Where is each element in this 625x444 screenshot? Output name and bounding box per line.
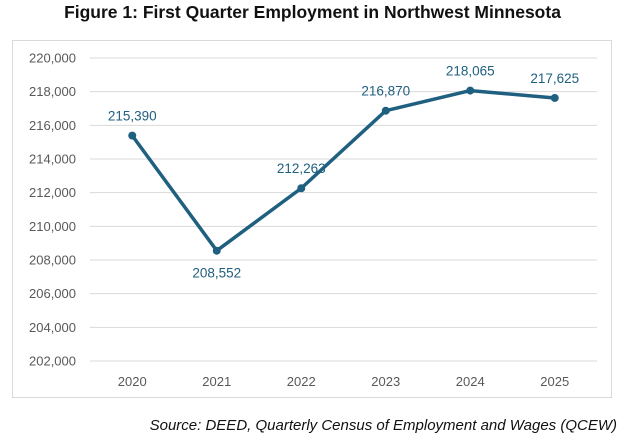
x-tick-label: 2023 <box>371 374 400 389</box>
y-tick-label: 214,000 <box>29 152 76 167</box>
x-tick-label: 2024 <box>456 374 485 389</box>
series-line <box>130 88 557 253</box>
data-label: 215,390 <box>108 109 157 124</box>
series-line-path <box>130 88 557 253</box>
data-point <box>212 246 221 255</box>
line-chart: 202,000 204,000 206,000 208,000 210,000 212,0… <box>29 51 597 389</box>
data-label: 217,625 <box>530 71 579 86</box>
y-tick-label: 208,000 <box>29 253 76 268</box>
chart-title: Figure 1: First Quarter Employment in No… <box>64 2 561 22</box>
y-tick-label: 212,000 <box>29 185 76 200</box>
x-axis-ticks: 2020 2021 2022 2023 2024 2025 <box>118 374 569 389</box>
chart-area: 202,000 204,000 206,000 208,000 210,000 212,0… <box>12 40 612 398</box>
x-tick-label: 2020 <box>118 374 147 389</box>
gridlines <box>90 57 597 362</box>
data-label: 218,065 <box>446 64 495 79</box>
data-labels: 215,390 208,552 212,263 216,870 218,065 217,6… <box>108 64 579 281</box>
data-point <box>550 93 559 102</box>
x-tick-label: 2025 <box>540 374 569 389</box>
series-points <box>128 86 559 255</box>
y-tick-label: 216,000 <box>29 118 76 133</box>
y-tick-label: 220,000 <box>29 51 76 66</box>
y-axis-ticks: 202,000 204,000 206,000 208,000 210,000 212,0… <box>29 51 76 369</box>
data-label: 212,263 <box>277 161 326 176</box>
source-note: Source: DEED, Quarterly Census of Employ… <box>149 417 617 434</box>
y-tick-label: 210,000 <box>29 219 76 234</box>
y-tick-label: 218,000 <box>29 84 76 99</box>
data-point <box>297 184 306 193</box>
data-label: 216,870 <box>361 84 410 99</box>
x-tick-label: 2021 <box>202 374 231 389</box>
y-tick-label: 202,000 <box>29 354 76 369</box>
data-label: 208,552 <box>192 266 241 281</box>
data-point <box>466 86 475 95</box>
y-tick-label: 204,000 <box>29 320 76 335</box>
y-tick-label: 206,000 <box>29 286 76 301</box>
x-tick-label: 2022 <box>287 374 316 389</box>
data-point <box>128 131 137 140</box>
data-point <box>381 106 390 115</box>
